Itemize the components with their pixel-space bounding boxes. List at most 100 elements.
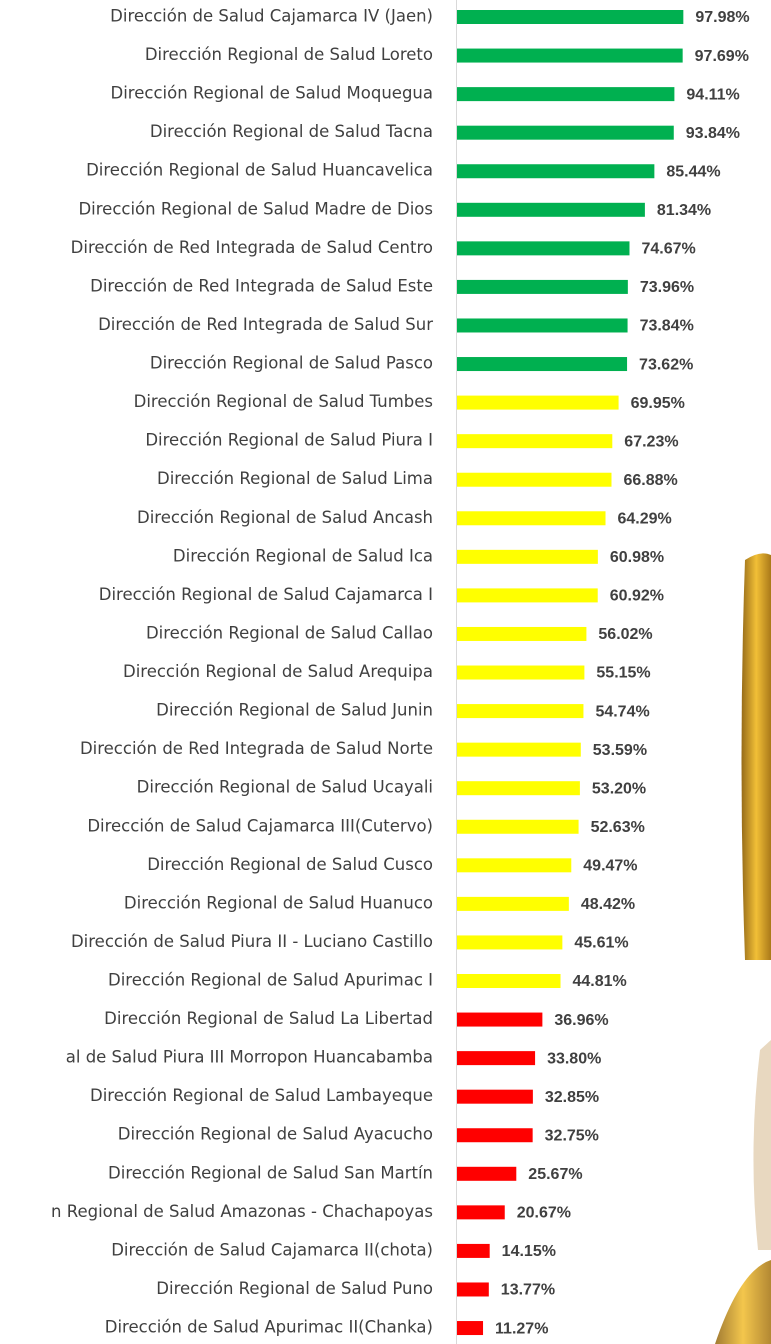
bar [457,1321,483,1335]
category-label: Dirección de Red Integrada de Salud Sur [98,315,433,334]
value-label: 44.81% [573,973,627,990]
bar [457,935,562,949]
category-label: Dirección Regional de Salud Loreto [145,45,433,64]
bar [457,126,674,140]
chart: Dirección de Salud Cajamarca IV (Jaen) 97… [0,0,771,1344]
value-label: 32.85% [545,1089,599,1106]
bar [457,434,612,448]
bar [457,1282,489,1296]
bar [457,820,579,834]
category-label: Dirección Regional de Salud Tumbes [134,392,433,411]
value-label: 55.15% [596,665,650,682]
value-label: 20.67% [517,1205,571,1222]
category-label: Dirección Regional de Salud Moquegua [111,84,433,103]
value-label: 69.95% [631,395,685,412]
bar [457,241,629,255]
category-label: Dirección Regional de Salud Lima [157,469,433,488]
bar [457,1244,490,1258]
value-label: 14.15% [502,1243,556,1260]
category-label: Dirección de Red Integrada de Salud Nort… [80,739,433,758]
value-label: 97.98% [695,9,749,26]
category-label: Dirección Regional de Salud Ancash [137,508,433,527]
page: {"chart_data": {"type": "bar", "orientat… [0,0,771,1344]
category-label: Dirección de Red Integrada de Salud Cent… [71,238,433,257]
bar [457,49,683,63]
category-label: Dirección Regional de Salud Junin [156,701,433,720]
value-label: 11.27% [495,1320,548,1337]
bar [457,87,674,101]
category-label: Dirección Regional de Salud Piura I [145,431,433,450]
value-label: 74.67% [641,241,695,258]
category-label: Dirección de Red Integrada de Salud Este [90,276,433,295]
value-label: 32.75% [545,1127,599,1144]
bar [457,1051,535,1065]
category-label: Dirección de Salud Cajamarca II(chota) [111,1240,433,1259]
value-label: 13.77% [501,1282,555,1299]
value-label: 85.44% [666,163,720,180]
bar [457,550,598,564]
bar [457,1205,505,1219]
bar [457,704,583,718]
bar [457,280,628,294]
category-label: Dirección Regional de Salud Ayacucho [118,1125,433,1144]
bar [457,357,627,371]
value-label: 25.67% [528,1166,582,1183]
category-label: Dirección Regional de Salud Puno [156,1279,433,1298]
value-label: 54.74% [595,703,649,720]
value-label: 66.88% [623,472,677,489]
bar [457,666,584,680]
bar [457,164,654,178]
bar [457,396,619,410]
category-label: Dirección Regional de Salud Apurimac I [108,971,433,990]
category-label: Dirección Regional de Salud Madre de Dio… [78,199,433,218]
bar [457,318,628,332]
value-label: 81.34% [657,202,711,219]
bar [457,1090,533,1104]
category-label: Dirección de Salud Cajamarca IV (Jaen) [110,7,433,26]
category-label: Dirección Regional de Salud La Libertad [104,1009,433,1028]
category-label: Dirección Regional de Salud Callao [146,623,433,642]
bar [457,1013,542,1027]
category-label: Dirección Regional de Salud Huanuco [124,893,433,912]
bar [457,781,580,795]
category-label: Dirección de Salud Piura II - Luciano Ca… [71,932,433,951]
category-label: Dirección Regional de Salud Lambayeque [90,1086,433,1105]
bar [457,858,571,872]
category-label: Dirección Regional de Salud Pasco [150,354,433,373]
category-label: n Regional de Salud Amazonas - Chachapoy… [51,1202,433,1221]
value-label: 52.63% [591,819,645,836]
value-label: 73.96% [640,279,694,296]
value-label: 97.69% [695,48,749,65]
value-label: 94.11% [686,86,739,103]
bar [457,1167,516,1181]
value-label: 60.92% [610,588,664,605]
value-label: 53.59% [593,742,647,759]
value-label: 49.47% [583,858,637,875]
bar [457,588,598,602]
value-label: 73.84% [640,318,694,335]
value-label: 33.80% [547,1050,601,1067]
category-label: Dirección Regional de Salud San Martín [108,1163,433,1182]
category-label: Dirección de Salud Apurimac II(Chanka) [105,1318,433,1337]
category-label: Dirección Regional de Salud Cajamarca I [99,585,433,604]
bar [457,743,581,757]
category-label: Dirección Regional de Salud Ucayali [137,778,433,797]
value-label: 53.20% [592,780,646,797]
category-label: Dirección de Salud Cajamarca III(Cutervo… [87,816,433,835]
category-label: Dirección Regional de Salud Ica [173,546,433,565]
category-label: Dirección Regional de Salud Cusco [147,855,433,874]
value-label: 93.84% [686,125,740,142]
value-label: 73.62% [639,356,693,373]
bar [457,511,606,525]
value-label: 64.29% [618,510,672,527]
bar [457,473,611,487]
category-label: Dirección Regional de Salud Tacna [150,122,433,141]
value-label: 60.98% [610,549,664,566]
value-label: 67.23% [624,433,678,450]
value-label: 56.02% [598,626,652,643]
category-label: Dirección Regional de Salud Arequipa [123,662,433,681]
bar [457,627,586,641]
bar [457,974,561,988]
bar [457,10,683,24]
value-label: 45.61% [574,935,628,952]
